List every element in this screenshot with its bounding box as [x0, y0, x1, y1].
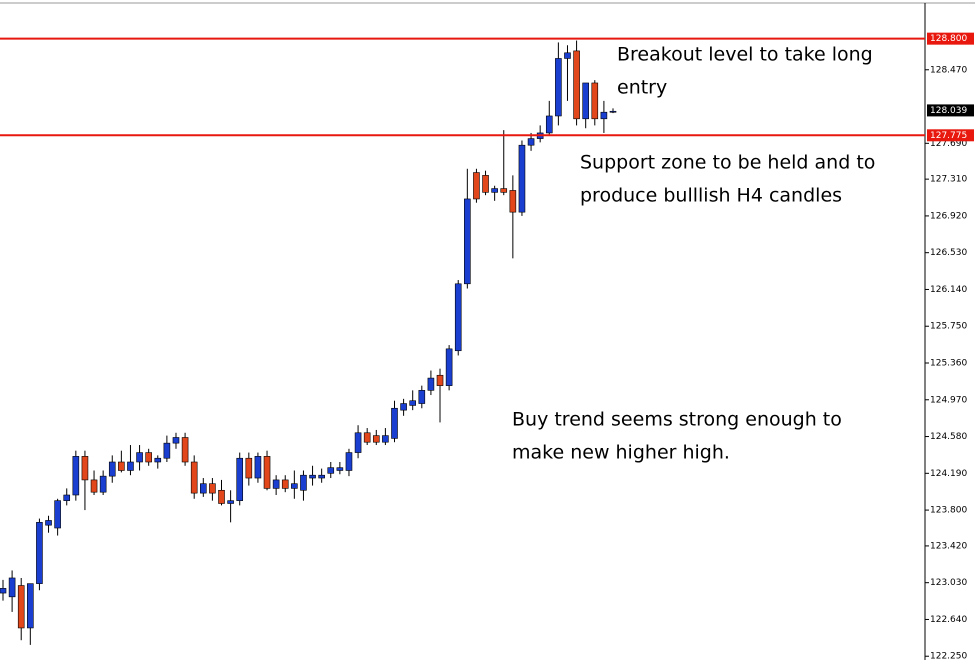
candle-body — [600, 111, 608, 120]
candle-body — [218, 489, 225, 504]
y-tick-label: 127.310 — [930, 175, 967, 185]
candle-body — [500, 188, 508, 193]
level-label: 128.800 — [930, 34, 967, 44]
y-tick-label: 122.640 — [930, 615, 967, 625]
y-tick-label: 127.690 — [930, 139, 967, 149]
candle-body — [81, 456, 89, 481]
candle-body — [209, 483, 216, 494]
candle-body — [345, 452, 353, 471]
candle-body — [527, 138, 535, 146]
candle-body — [108, 461, 116, 477]
candle-body — [473, 172, 480, 200]
y-tick-label: 123.030 — [930, 578, 967, 588]
y-tick-label: 125.360 — [930, 359, 967, 369]
candle-body — [509, 190, 517, 213]
candle-body — [45, 520, 52, 526]
candle-body — [72, 456, 80, 496]
annotation: make new higher high. — [512, 442, 730, 464]
y-tick-label: 125.750 — [930, 322, 967, 332]
candle-body — [245, 457, 253, 479]
candle-body — [445, 348, 453, 386]
candle-body — [118, 461, 125, 471]
candle-body — [236, 457, 244, 501]
candle-body — [418, 390, 426, 404]
candle-body — [190, 461, 198, 494]
candle-body — [427, 377, 435, 391]
candle-body — [127, 461, 134, 471]
candle-body — [491, 188, 498, 193]
annotation: Breakout level to take long — [617, 44, 873, 66]
y-tick-label: 124.190 — [930, 469, 967, 479]
candle-body — [545, 115, 553, 134]
candle-body — [27, 583, 34, 629]
candle-body — [163, 442, 171, 459]
candle-body — [90, 479, 98, 493]
candle-body — [454, 283, 462, 352]
candle-body — [391, 407, 398, 439]
y-tick-label: 124.970 — [930, 395, 967, 405]
candle-body — [0, 588, 7, 594]
y-tick-label: 124.580 — [930, 432, 967, 442]
candle-body — [582, 82, 589, 120]
candle-body — [382, 435, 389, 443]
candle-body — [482, 175, 489, 193]
annotation: produce bulllish H4 candles — [580, 185, 842, 207]
candle-body — [363, 432, 371, 443]
candle-body — [309, 474, 316, 479]
candle-body — [145, 452, 152, 463]
candle-body — [591, 82, 599, 120]
candle-body — [300, 474, 307, 491]
annotation: Buy trend seems strong enough to — [512, 409, 842, 431]
candle-body — [99, 475, 107, 493]
candle-body — [154, 457, 162, 463]
candle-body — [609, 110, 617, 113]
annotation: Support zone to be held and to — [580, 152, 875, 174]
candle-body — [254, 456, 262, 479]
y-tick-label: 128.470 — [930, 65, 967, 75]
y-tick-label: 126.530 — [930, 248, 967, 258]
candle-body — [436, 374, 444, 386]
candle-body — [336, 467, 344, 471]
y-tick-label: 123.420 — [930, 541, 967, 551]
annotation: entry — [617, 77, 667, 99]
candle-body — [291, 483, 298, 489]
last-price-box — [927, 104, 974, 117]
candle-body — [36, 522, 43, 584]
candle-body — [136, 452, 143, 463]
candle-body — [327, 467, 335, 474]
candle-body — [199, 483, 207, 494]
level-label-box — [927, 32, 974, 45]
candle-body — [573, 50, 580, 120]
candle-body — [409, 400, 417, 406]
candle-body — [354, 432, 362, 453]
level-label-box — [927, 129, 974, 142]
candle-body — [555, 58, 562, 117]
level-label: 127.775 — [930, 131, 967, 141]
y-tick-label: 123.800 — [930, 506, 967, 516]
candle-body — [272, 479, 280, 489]
candle-body — [263, 456, 271, 489]
y-tick-label: 122.250 — [930, 652, 967, 660]
candle-body — [227, 500, 234, 504]
candle-body — [518, 144, 526, 213]
candle-body — [8, 577, 16, 598]
candle-body — [172, 437, 180, 444]
candle-body — [318, 474, 325, 479]
y-tick-label: 126.920 — [930, 211, 967, 221]
candle-body — [63, 494, 71, 501]
candle-body — [17, 585, 25, 629]
last-price-label: 128.039 — [930, 106, 967, 116]
candle-body — [281, 479, 289, 489]
candle-body — [464, 198, 471, 285]
candle-body — [181, 437, 189, 463]
candle-body — [400, 403, 407, 411]
candle-body — [564, 52, 571, 59]
y-tick-label: 126.140 — [930, 285, 967, 295]
candle-body — [54, 500, 61, 529]
candle-body — [372, 435, 380, 443]
